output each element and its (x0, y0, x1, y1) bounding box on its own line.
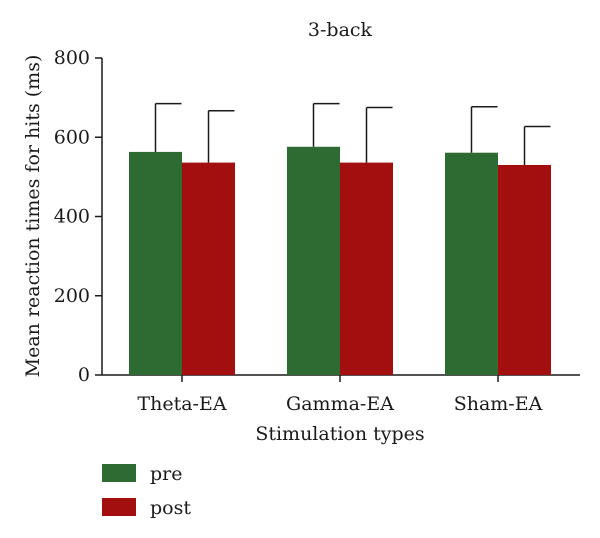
bars-group (129, 102, 551, 375)
bar-pre-sham-ea (445, 152, 498, 375)
bar-post-theta-ea (182, 162, 235, 375)
bar-pre-theta-ea (129, 151, 182, 375)
x-category-label: Theta-EA (137, 393, 226, 415)
legend-swatch-pre (102, 464, 136, 482)
bar-post-sham-ea (498, 164, 551, 375)
x-category-label: Gamma-EA (286, 393, 394, 415)
y-axis: 0 200 400 600 800 (54, 47, 103, 386)
legend-swatch-post (102, 498, 136, 516)
y-tick-label: 0 (78, 364, 90, 386)
y-axis-title: Mean reaction times for hits (ms) (22, 55, 44, 378)
x-axis: Theta-EA Gamma-EA Sham-EA (102, 374, 580, 415)
chart-title: 3-back (308, 19, 373, 41)
legend: pre post (102, 463, 191, 519)
y-tick-label: 800 (54, 47, 90, 69)
y-tick-label: 200 (54, 285, 90, 307)
bar-pre-gamma-ea (287, 146, 340, 375)
legend-label-post: post (150, 497, 191, 519)
y-tick-label: 600 (54, 126, 90, 148)
x-category-label: Sham-EA (454, 393, 543, 415)
y-tick-label: 400 (54, 206, 90, 228)
bar-post-gamma-ea (340, 162, 393, 375)
legend-label-pre: pre (150, 463, 183, 485)
x-axis-title: Stimulation types (255, 423, 424, 445)
